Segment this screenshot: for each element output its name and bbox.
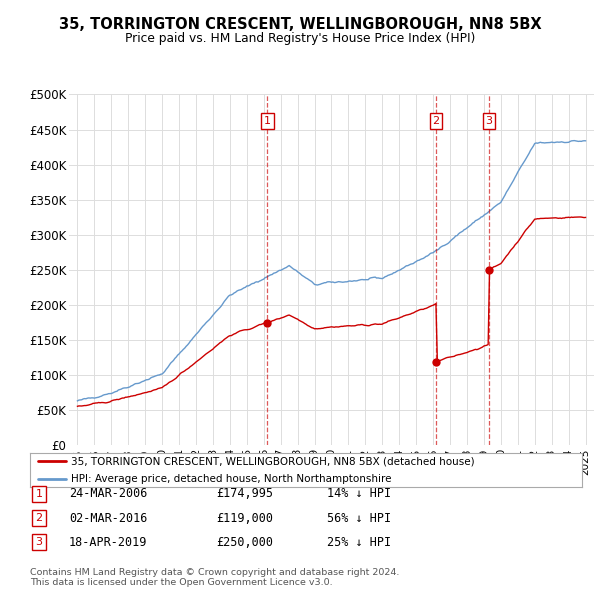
Text: 24-MAR-2006: 24-MAR-2006 bbox=[69, 487, 148, 500]
Text: 3: 3 bbox=[35, 537, 43, 547]
Text: 02-MAR-2016: 02-MAR-2016 bbox=[69, 512, 148, 525]
Text: 2: 2 bbox=[35, 513, 43, 523]
Text: £119,000: £119,000 bbox=[216, 512, 273, 525]
Text: 2: 2 bbox=[433, 116, 440, 126]
Text: 1: 1 bbox=[35, 489, 43, 499]
Text: 25% ↓ HPI: 25% ↓ HPI bbox=[327, 536, 391, 549]
Text: HPI: Average price, detached house, North Northamptonshire: HPI: Average price, detached house, Nort… bbox=[71, 474, 392, 484]
Text: 56% ↓ HPI: 56% ↓ HPI bbox=[327, 512, 391, 525]
Text: 1: 1 bbox=[264, 116, 271, 126]
Text: 35, TORRINGTON CRESCENT, WELLINGBOROUGH, NN8 5BX: 35, TORRINGTON CRESCENT, WELLINGBOROUGH,… bbox=[59, 17, 541, 32]
Text: 14% ↓ HPI: 14% ↓ HPI bbox=[327, 487, 391, 500]
Text: £250,000: £250,000 bbox=[216, 536, 273, 549]
Text: 3: 3 bbox=[485, 116, 493, 126]
Text: Price paid vs. HM Land Registry's House Price Index (HPI): Price paid vs. HM Land Registry's House … bbox=[125, 32, 475, 45]
Text: Contains HM Land Registry data © Crown copyright and database right 2024.
This d: Contains HM Land Registry data © Crown c… bbox=[30, 568, 400, 587]
Text: 18-APR-2019: 18-APR-2019 bbox=[69, 536, 148, 549]
Text: 35, TORRINGTON CRESCENT, WELLINGBOROUGH, NN8 5BX (detached house): 35, TORRINGTON CRESCENT, WELLINGBOROUGH,… bbox=[71, 456, 475, 466]
Text: £174,995: £174,995 bbox=[216, 487, 273, 500]
